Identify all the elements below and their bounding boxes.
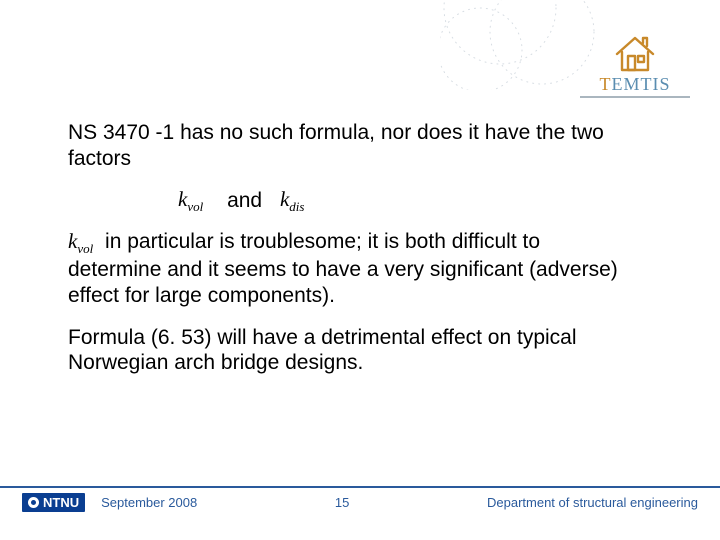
- footer-divider: [0, 486, 720, 488]
- temtis-logo-text: TEMTIS: [580, 74, 690, 95]
- ntnu-badge: NTNU: [22, 493, 85, 512]
- paragraph-3: Formula (6. 53) will have a detrimental …: [68, 325, 628, 376]
- decorative-dots: [440, 0, 600, 90]
- kvol-base: k: [178, 187, 187, 211]
- logo-underline: [580, 96, 690, 98]
- kdis-base: k: [280, 187, 289, 211]
- slide: TEMTIS NS 3470 -1 has no such formula, n…: [0, 0, 720, 540]
- kvol-inline-symbol: kvol: [68, 229, 93, 253]
- kdis-symbol: kdis: [280, 187, 305, 215]
- ntnu-badge-text: NTNU: [43, 495, 79, 510]
- logo-text-t: T: [600, 74, 612, 94]
- and-label: and: [227, 188, 262, 214]
- temtis-logo: TEMTIS: [580, 32, 690, 98]
- kdis-sub: dis: [289, 199, 304, 214]
- footer-bar: NTNU September 2008 15 Department of str…: [0, 490, 720, 514]
- ntnu-badge-icon: [28, 497, 39, 508]
- paragraph-2-tail: in particular is troublesome; it is both…: [68, 230, 618, 307]
- slide-footer: NTNU September 2008 15 Department of str…: [0, 486, 720, 514]
- kvol-inline-base: k: [68, 229, 77, 253]
- kvol-sub: vol: [187, 199, 203, 214]
- footer-date: September 2008: [101, 495, 197, 510]
- slide-content: NS 3470 -1 has no such formula, nor does…: [68, 120, 628, 376]
- footer-page-number: 15: [335, 495, 349, 510]
- paragraph-1: NS 3470 -1 has no such formula, nor does…: [68, 120, 628, 171]
- footer-department: Department of structural engineering: [487, 495, 698, 510]
- kvol-inline-sub: vol: [77, 241, 93, 256]
- kvol-symbol: kvol: [178, 187, 203, 215]
- factors-row: kvol and kdis: [68, 187, 628, 215]
- house-icon: [611, 32, 659, 76]
- logo-text-rest: EMTIS: [612, 74, 671, 94]
- paragraph-2: kvol in particular is troublesome; it is…: [68, 229, 628, 308]
